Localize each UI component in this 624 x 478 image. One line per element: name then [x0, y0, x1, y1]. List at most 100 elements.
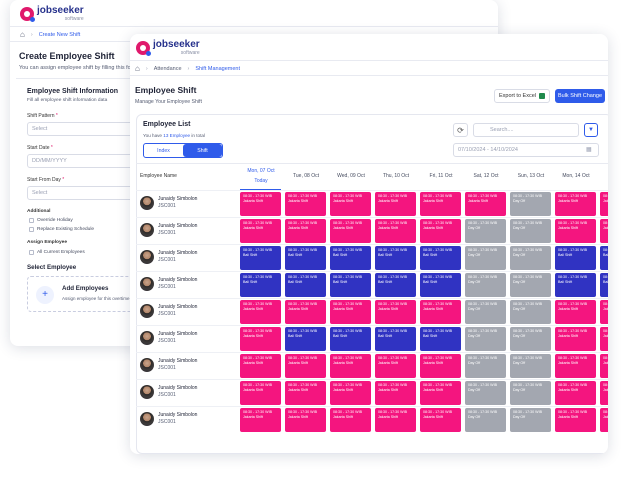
shift-cell-gray[interactable]: 08:30 - 17:30 WIB Day Off [510, 354, 551, 378]
shift-cell-gray[interactable]: 08:30 - 17:30 WIB Day Off [510, 408, 551, 432]
start-date-input[interactable]: DD/MM/YYYY [27, 154, 139, 168]
employee-row[interactable]: Junaidy Simbolon JSC001 [140, 358, 197, 372]
shift-cell-gray[interactable]: 08:30 - 17:30 WIB Day Off [465, 300, 506, 324]
employee-row[interactable]: Junaidy Simbolon JSC001 [140, 304, 197, 318]
shift-cell-gray[interactable]: 08:30 - 17:30 WIB Day Off [510, 327, 551, 351]
breadcrumb-attendance[interactable]: Attendance [153, 65, 182, 72]
filter-button[interactable]: ▼ [584, 123, 598, 137]
shift-cell-gray[interactable]: 08:30 - 17:30 WIB Day Off [465, 327, 506, 351]
shift-cell-gray[interactable]: 08:30 - 17:30 WIB Day Off [510, 246, 551, 270]
employee-row[interactable]: Junaidy Simbolon JSC001 [140, 385, 197, 399]
shift-cell-gray[interactable]: 08:30 - 17:30 WIB Day Off [465, 408, 506, 432]
shift-cell-gray[interactable]: 08:30 - 17:30 WIB Day Off [510, 192, 551, 216]
breadcrumb-create-shift[interactable]: Create New Shift [38, 31, 81, 38]
shift-pattern-select[interactable]: Select [27, 122, 139, 136]
home-icon[interactable]: ⌂ [20, 30, 25, 39]
breadcrumb-shift-management[interactable]: Shift Management [195, 65, 240, 72]
home-icon[interactable]: ⌂ [135, 64, 140, 73]
employee-row[interactable]: Junaidy Simbolon JSC001 [140, 277, 197, 291]
refresh-button[interactable]: ⟳ [453, 123, 468, 137]
shift-cell-gray[interactable]: 08:30 - 17:30 WIB Day Off [510, 273, 551, 297]
brand-logo-front[interactable]: jobseeker software [136, 40, 200, 56]
employee-row[interactable]: Junaidy Simbolon JSC001 [140, 412, 197, 426]
search-input[interactable]: Search.... [473, 123, 579, 137]
shift-cell-gray[interactable]: 08:30 - 17:30 WIB Day Off [465, 354, 506, 378]
brand-logo[interactable]: jobseeker software [20, 6, 84, 22]
add-employees-dropzone[interactable]: + Add Employees Assign employee for this… [27, 276, 139, 312]
shift-cell-gray[interactable]: 08:30 - 17:30 WIB Day Off [465, 246, 506, 270]
shift-cell-gray[interactable]: 08:30 - 17:30 WIB Day Off [510, 381, 551, 405]
bulk-shift-change-button[interactable]: Bulk Shift Change [555, 89, 605, 103]
replace-existing-checkbox[interactable]: Replace Existing Schedule [29, 227, 94, 232]
shift-cell-gray[interactable]: 08:30 - 17:30 WIB Day Off [465, 381, 506, 405]
shift-cell-gray[interactable]: 08:30 - 17:30 WIB Day Off [465, 219, 506, 243]
employee-row[interactable]: Junaidy Simbolon JSC001 [140, 250, 197, 264]
override-holiday-checkbox[interactable]: Override Holiday [29, 218, 73, 223]
shift-cell-gray[interactable]: 08:30 - 17:30 WIB Day Off [510, 300, 551, 324]
tab-index[interactable]: Index [157, 147, 170, 154]
all-current-employees-checkbox[interactable]: All Current Employees [29, 250, 85, 255]
employee-row[interactable]: Junaidy Simbolon JSC001 [140, 196, 197, 210]
date-range-input[interactable]: 07/10/2024 - 14/10/2024 [453, 143, 599, 157]
start-from-day-select[interactable]: Select [27, 186, 139, 200]
tab-shift[interactable]: Shift [183, 144, 222, 157]
employee-row[interactable]: Junaidy Simbolon JSC001 [140, 223, 197, 237]
